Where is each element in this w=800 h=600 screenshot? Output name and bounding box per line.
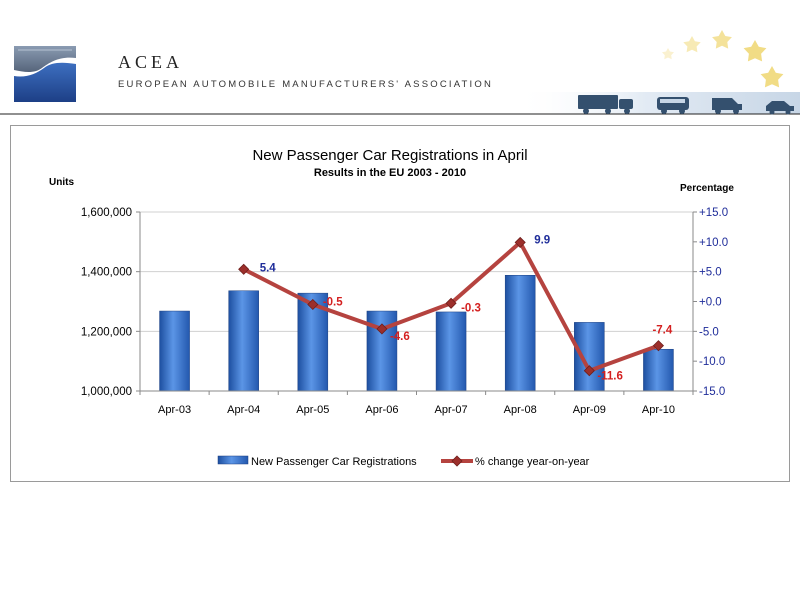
data-label: -0.3 xyxy=(461,302,481,314)
legend-bar-swatch xyxy=(217,455,249,465)
header-graphics xyxy=(0,30,800,115)
bar xyxy=(574,322,605,392)
page-header: ACEA EUROPEAN AUTOMOBILE MANUFACTURERS' … xyxy=(0,0,800,120)
van-icon xyxy=(712,98,742,114)
y2-tick-label: +5.0 xyxy=(699,267,722,279)
acea-logo-icon xyxy=(14,46,76,102)
y2-tick-label: -15.0 xyxy=(699,386,725,398)
y-tick-label: 1,600,000 xyxy=(81,207,132,219)
y-tick-label: 1,400,000 xyxy=(81,267,132,279)
data-label: 5.4 xyxy=(260,262,277,274)
y2-axis-label: Percentage xyxy=(680,183,734,194)
bar xyxy=(228,290,259,392)
data-label: 9.9 xyxy=(534,234,550,246)
pct-change-marker xyxy=(583,365,595,377)
car-icon xyxy=(766,101,794,115)
y-tick-label: 1,000,000 xyxy=(81,386,132,398)
x-tick-label: Apr-08 xyxy=(504,404,537,416)
legend-label: New Passenger Car Registrations xyxy=(251,456,417,468)
y-axis-label: Units xyxy=(49,177,74,188)
y2-tick-label: +10.0 xyxy=(699,237,728,249)
data-label: -7.4 xyxy=(652,325,672,337)
x-tick-label: Apr-03 xyxy=(158,404,191,416)
legend-label: % change year-on-year xyxy=(475,456,590,468)
chart-subtitle: Results in the EU 2003 - 2010 xyxy=(314,167,466,179)
x-tick-label: Apr-09 xyxy=(573,404,606,416)
pct-change-marker xyxy=(445,297,457,309)
y2-tick-label: -10.0 xyxy=(699,356,725,368)
legend-line-marker xyxy=(451,455,463,467)
y-tick-label: 1,200,000 xyxy=(81,326,132,338)
y2-tick-label: +0.0 xyxy=(699,297,722,309)
x-tick-label: Apr-07 xyxy=(435,404,468,416)
bar xyxy=(643,348,674,392)
x-tick-label: Apr-06 xyxy=(365,404,398,416)
x-tick-label: Apr-05 xyxy=(296,404,329,416)
data-label: -0.5 xyxy=(323,296,343,308)
pct-change-marker xyxy=(376,323,388,335)
chart: New Passenger Car Registrations in April… xyxy=(49,147,734,468)
pct-change-marker xyxy=(514,236,526,248)
bar xyxy=(159,310,190,392)
pct-change-marker xyxy=(238,263,250,275)
eu-stars-icon xyxy=(662,30,784,88)
x-tick-label: Apr-04 xyxy=(227,404,260,416)
bar xyxy=(504,274,536,392)
y2-tick-label: +15.0 xyxy=(699,207,728,219)
chart-title: New Passenger Car Registrations in April xyxy=(252,147,527,164)
org-name: ACEA xyxy=(118,52,183,72)
y2-tick-label: -5.0 xyxy=(699,326,719,338)
chart-frame: New Passenger Car Registrations in April… xyxy=(10,125,790,482)
org-full-name: EUROPEAN AUTOMOBILE MANUFACTURERS' ASSOC… xyxy=(118,79,494,90)
data-label: -11.6 xyxy=(597,371,623,383)
x-tick-label: Apr-10 xyxy=(642,404,675,416)
truck-icon xyxy=(578,95,633,114)
pct-change-marker xyxy=(307,298,319,311)
bar xyxy=(435,311,467,392)
data-label: -4.6 xyxy=(390,331,410,343)
bus-icon xyxy=(657,97,689,114)
pct-change-marker xyxy=(652,340,665,352)
